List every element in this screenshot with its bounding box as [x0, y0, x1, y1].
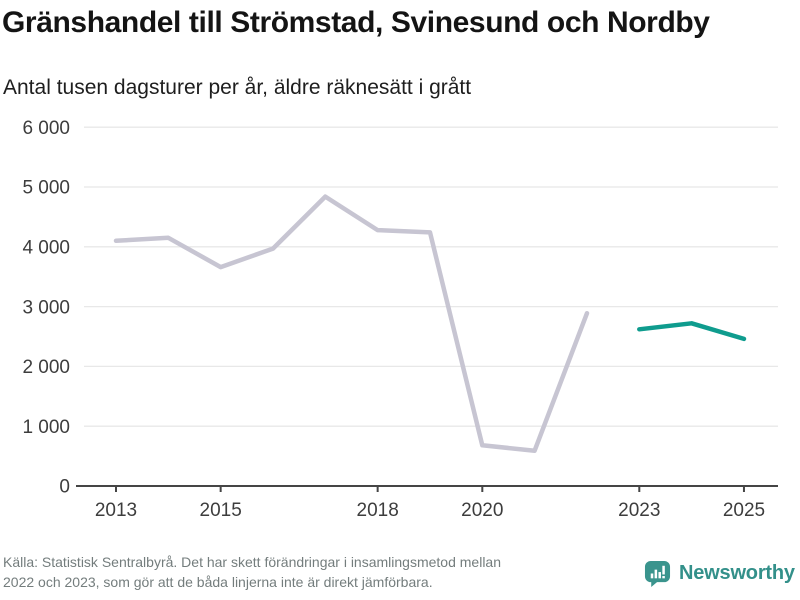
- line-chart: 0 1 000 2 000 3 000 4 000 5 000 6 000 2013 2015 2…: [22, 118, 778, 521]
- newsworthy-brand-text: Newsworthy: [679, 562, 795, 584]
- newsworthy-logo-icon: [644, 560, 671, 587]
- x-axis-tick-label: 2023: [618, 500, 660, 521]
- series-line-new-method-teal: [637, 321, 747, 342]
- newsworthy-logo: Newsworthy: [644, 560, 795, 587]
- y-axis-tick-label: 6 000: [22, 118, 70, 139]
- x-axis-tick-label: 2018: [357, 500, 399, 521]
- y-axis-tick-label: 5 000: [22, 178, 70, 199]
- page-title: Gränshandel till Strömstad, Svinesund oc…: [2, 6, 710, 39]
- y-axis-tick-label: 0: [59, 477, 70, 498]
- y-axis-tick-label: 1 000: [22, 417, 70, 438]
- x-axis-tick-label: 2020: [461, 500, 503, 521]
- x-axis-tick-label: 2025: [723, 500, 765, 521]
- footer: Källa: Statistisk Sentralbyrå. Det har s…: [3, 552, 797, 592]
- x-axis-tick-label: 2015: [200, 500, 242, 521]
- source-note-line1: Källa: Statistisk Sentralbyrå. Det har s…: [3, 554, 501, 570]
- x-axis-tick-label: 2013: [95, 500, 137, 521]
- y-axis-tick-label: 2 000: [22, 357, 70, 378]
- page-subtitle: Antal tusen dagsturer per år, äldre räkn…: [3, 76, 472, 99]
- source-note: Källa: Statistisk Sentralbyrå. Det har s…: [3, 552, 797, 592]
- source-note-line2: 2022 och 2023, som gör att de båda linje…: [3, 574, 433, 590]
- y-axis-tick-label: 3 000: [22, 297, 70, 318]
- series-line-old-method-gray: [113, 194, 590, 453]
- y-axis-tick-label: 4 000: [22, 237, 70, 258]
